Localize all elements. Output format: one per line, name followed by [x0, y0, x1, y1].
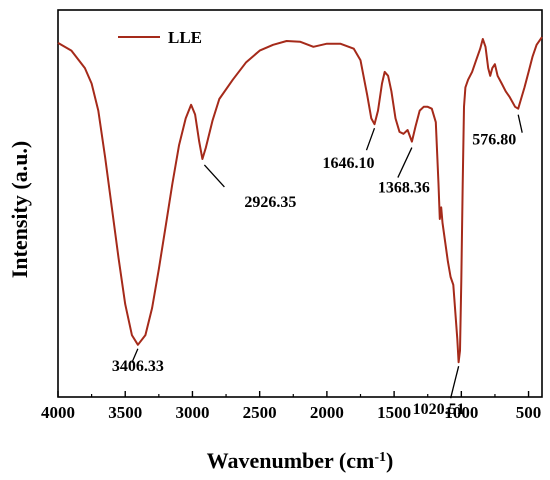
x-axis-ticks: 4000 3500 3000 2500 2000 1500 1000 500 [41, 391, 541, 422]
peak-label: 3406.33 [112, 358, 164, 375]
x-tick-label: 3000 [175, 403, 209, 422]
peak-leader-line [397, 147, 413, 178]
x-axis-title-superscript: -1 [374, 450, 386, 465]
x-axis-title-close: ) [386, 448, 393, 473]
legend-entry-lle: LLE [168, 28, 202, 47]
peak-label: 1020.51 [413, 401, 465, 418]
peak-leader-line [517, 114, 523, 133]
x-tick-label: 2000 [310, 403, 344, 422]
x-tick-label: 500 [516, 403, 542, 422]
legend: LLE [118, 28, 202, 47]
peak-leader-line [131, 348, 139, 364]
peak-label: 1368.36 [378, 180, 430, 197]
plot-frame [57, 9, 543, 398]
x-tick-label: 1000 [444, 403, 478, 422]
peak-label: 576.80 [472, 132, 516, 149]
series-line-lle [57, 36, 543, 364]
peak-label: 2926.35 [244, 194, 296, 211]
x-tick-label: 2500 [243, 403, 277, 422]
x-axis-title: Wavenumber (cm-1) [207, 448, 394, 473]
peak-leader-line [365, 127, 376, 151]
peak-label: 1646.10 [322, 155, 374, 172]
peak-leader-line [450, 366, 460, 399]
x-axis-title-main: Wavenumber (cm [207, 448, 375, 473]
x-tick-label: 3500 [108, 403, 142, 422]
y-axis-title: Intensity (a.u.) [7, 141, 32, 279]
x-tick-label: 1500 [377, 403, 411, 422]
peak-leader-line [203, 164, 225, 188]
plot-area [57, 9, 543, 398]
x-tick-label: 4000 [41, 403, 75, 422]
